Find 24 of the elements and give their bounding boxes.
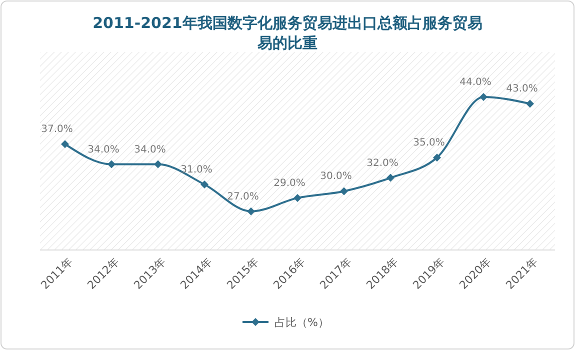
data-label: 35.0% (413, 138, 445, 149)
data-label: 43.0% (506, 84, 538, 95)
data-label: 34.0% (88, 144, 120, 156)
point (61, 140, 69, 148)
data-label: 27.0% (227, 191, 259, 202)
point (386, 174, 394, 182)
data-label: 30.0% (320, 171, 352, 182)
point (433, 154, 441, 162)
data-label: 37.0% (41, 124, 73, 136)
legend-label: 占比（%） (274, 316, 329, 329)
data-label: 44.0% (460, 77, 492, 88)
point (294, 194, 302, 202)
point (200, 180, 208, 188)
chart-title: 2011-2021年我国数字化服务贸易进出口总额占服务贸易易的比重 (92, 14, 482, 52)
data-label: 31.0% (180, 164, 212, 176)
point (526, 100, 534, 108)
point (340, 187, 348, 196)
data-label: 29.0% (274, 178, 306, 189)
data-label: 34.0% (134, 144, 166, 156)
point (108, 160, 116, 168)
point (154, 160, 162, 168)
point (247, 207, 255, 216)
data-label: 32.0% (366, 158, 398, 169)
point (480, 93, 488, 101)
